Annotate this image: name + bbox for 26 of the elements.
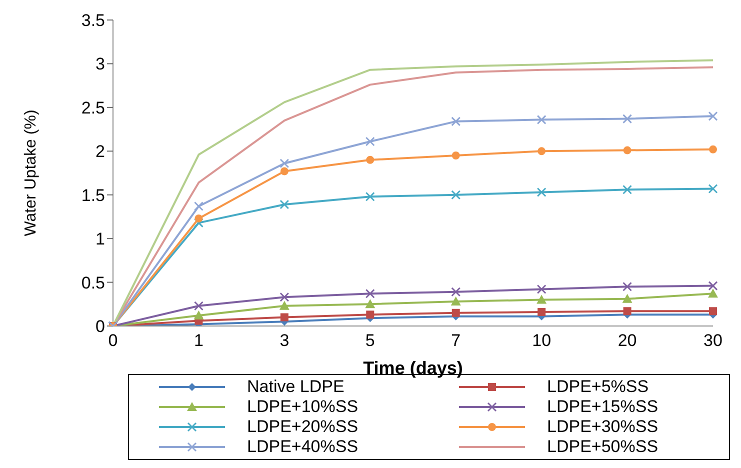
y-tick-label: 2.5 <box>81 98 105 118</box>
y-tick-label: 1.5 <box>81 186 105 205</box>
x-tick-label: 3 <box>280 331 290 350</box>
y-tick-label: 0.5 <box>81 273 105 292</box>
legend-label: LDPE+15%SS <box>547 397 658 417</box>
y-tick-label: 2 <box>96 142 105 162</box>
legend-label: LDPE+50%SS <box>547 437 658 457</box>
x-tick-label: 20 <box>618 331 637 350</box>
y-tick-label: 3.5 <box>81 11 105 30</box>
legend-label: LDPE+10%SS <box>247 397 358 417</box>
y-axis-title: Water Uptake (%) <box>22 110 40 236</box>
legend-label: LDPE+40%SS <box>247 437 358 457</box>
x-tick-label: 30 <box>704 331 722 350</box>
x-tick-label: 0 <box>108 331 118 350</box>
x-axis-title: Time (days) <box>363 358 463 378</box>
x-tick-label: 1 <box>194 331 204 350</box>
legend-label: LDPE+20%SS <box>247 417 358 437</box>
legend-label: Native LDPE <box>247 377 344 397</box>
x-tick-label: 10 <box>532 331 552 350</box>
y-tick-label: 3 <box>96 54 105 74</box>
y-tick-label: 1 <box>96 230 105 249</box>
legend-label: LDPE+30%SS <box>547 417 658 437</box>
y-tick-label: 0 <box>96 317 105 336</box>
legend-label: LDPE+5%SS <box>547 377 649 397</box>
x-tick-label: 5 <box>365 331 375 350</box>
x-tick-label: 7 <box>451 331 461 350</box>
